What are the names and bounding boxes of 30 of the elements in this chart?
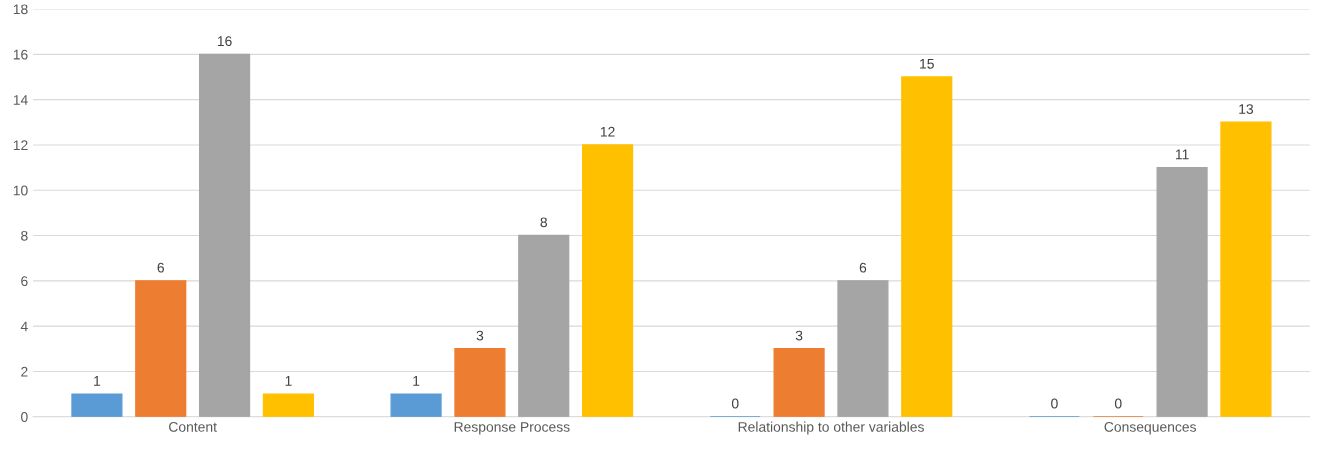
x-tick-label: Relationship to other variables — [738, 421, 924, 435]
data-label: 0 — [1114, 398, 1122, 409]
data-label: 3 — [795, 330, 803, 341]
data-label: 0 — [731, 398, 739, 409]
y-tick-label: 10 — [13, 185, 28, 196]
x-tick-label: Content — [169, 421, 217, 432]
data-label: 3 — [476, 330, 484, 341]
y-tick-label: 8 — [21, 230, 28, 241]
y-tick-label: 0 — [21, 412, 28, 422]
data-label: 8 — [540, 217, 548, 228]
data-label: 6 — [157, 262, 164, 273]
data-label: 12 — [600, 126, 615, 137]
data-label: 0 — [1051, 398, 1058, 409]
y-tick-label: 14 — [13, 95, 28, 105]
data-label: 16 — [217, 36, 232, 47]
y-tick-label: 6 — [21, 276, 28, 287]
data-label: 1 — [94, 376, 101, 386]
y-tick-label: 16 — [13, 49, 28, 60]
y-tick-label: 18 — [13, 4, 28, 15]
y-tick-label: 12 — [13, 140, 28, 150]
y-tick-label: 4 — [20, 321, 28, 332]
data-label: 1 — [285, 376, 292, 386]
data-label: 11 — [1175, 149, 1189, 160]
x-tick-label: Response Process — [454, 422, 570, 435]
data-label: 13 — [1239, 104, 1254, 115]
x-tick-label: Consequences — [1104, 421, 1197, 435]
y-tick-label: 2 — [21, 366, 28, 377]
data-label: 6 — [859, 262, 867, 273]
data-label: 15 — [920, 59, 934, 69]
data-label: 1 — [413, 376, 420, 386]
